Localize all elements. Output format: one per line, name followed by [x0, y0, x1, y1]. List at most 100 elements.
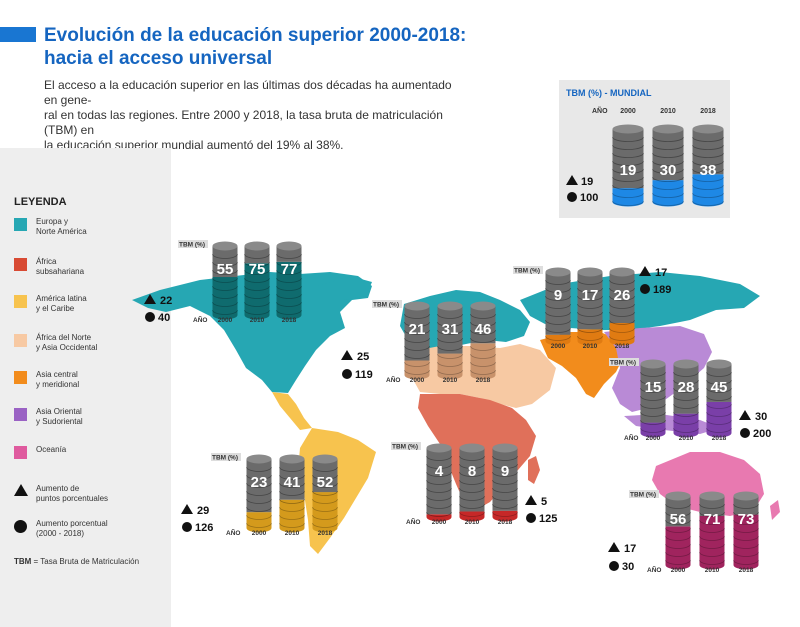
points-increase: 19: [581, 176, 593, 188]
cylinder-ring: [699, 559, 725, 565]
cylinder-ring: [276, 309, 302, 315]
value-label: 8: [468, 463, 476, 480]
cylinder-top: [492, 443, 518, 453]
cylinder-top: [212, 241, 238, 251]
cylinder-ring: [640, 403, 666, 409]
cylinder-ring: [437, 361, 463, 367]
cylinder-ring: [276, 269, 302, 275]
cylinder-ring: [279, 490, 305, 496]
footnote-text: = Tasa Bruta de Matriculación: [31, 557, 140, 566]
cylinder-fill: [244, 263, 270, 320]
value-label: 15: [645, 379, 662, 396]
legend-label-csasia: Asia central y meridional: [36, 370, 136, 390]
legend-text: puntos porcentuales: [36, 494, 109, 503]
cylinder-ring: [276, 277, 302, 283]
tbm-label-bg: [609, 358, 639, 366]
cylinder-top: [312, 454, 338, 464]
cylinder-fill: [612, 188, 644, 207]
world-cylinder-2018: [692, 124, 724, 207]
cylinder-top: [609, 267, 635, 277]
percent-increase: 126: [195, 522, 213, 534]
cylinder-ring: [652, 144, 684, 150]
cylinder-fill: [279, 499, 305, 533]
cylinder-ring: [673, 419, 699, 425]
cylinder-top: [246, 454, 272, 464]
cylinder-ring: [312, 506, 338, 512]
value-label: 9: [554, 287, 562, 304]
cylinder-2000: [246, 454, 272, 533]
cylinder-ring: [733, 551, 759, 557]
circle-icon: [342, 369, 352, 379]
cylinder-ring: [492, 479, 518, 485]
tbm-label-bg: [178, 240, 208, 248]
year-label: 2018: [318, 530, 333, 537]
cylinder-ring: [640, 395, 666, 401]
points-increase: 30: [755, 411, 767, 423]
cylinder-ring: [492, 455, 518, 461]
legend-text: Europa y: [36, 217, 69, 226]
value-label: 31: [442, 321, 459, 338]
cylinder-ring: [426, 495, 452, 501]
cylinder-empty: [640, 364, 666, 423]
world-chart: AÑO 19 2000 30 2010 38 2018 19 100: [566, 106, 724, 207]
cylinder-ring: [692, 192, 724, 198]
cylinder-ring: [673, 371, 699, 377]
cylinder-ring: [470, 329, 496, 335]
value-label: 46: [475, 321, 492, 338]
tbm-label: TBM (%): [372, 300, 402, 309]
year-axis-label: AÑO: [386, 375, 400, 384]
value-label: 19: [620, 162, 637, 179]
cylinder-ring: [312, 514, 338, 520]
cylinder-fill: [545, 334, 571, 346]
cylinder-fill: [665, 526, 691, 570]
cylinder-ring: [692, 144, 724, 150]
year-label: 2000: [252, 530, 267, 537]
cylinder-empty: [212, 246, 238, 278]
year-label: 2018: [615, 343, 630, 350]
cylinder-ring: [404, 321, 430, 327]
cylinder-ring: [404, 337, 430, 343]
cylinder-fill: [673, 413, 699, 438]
legend-label-mena: África del Norte y Asia Occidental: [36, 333, 136, 353]
cylinder-ring: [652, 168, 684, 174]
legend-text: y meridional: [36, 380, 80, 389]
cylinder-top: [640, 359, 666, 369]
legend-text: (2000 - 2018): [36, 529, 85, 538]
cylinder-ring: [577, 303, 603, 309]
cylinder-top: [470, 301, 496, 311]
cylinder-ring: [609, 303, 635, 309]
circle-icon: [609, 561, 619, 571]
points-increase: 25: [357, 351, 369, 363]
cylinder-ring: [609, 319, 635, 325]
year-label: 2010: [705, 567, 720, 574]
value-label: 23: [251, 474, 268, 491]
cylinder-ring: [470, 369, 496, 375]
year-label: 2018: [498, 519, 513, 526]
map-indonesia: [624, 414, 720, 434]
cylinder-top: [459, 443, 485, 453]
circle-icon: [640, 284, 650, 294]
cylinder-empty: [692, 129, 724, 175]
cylinder-2010: [437, 301, 463, 380]
value-label: 77: [281, 261, 298, 278]
cylinder-ring: [652, 160, 684, 166]
year-label: 2000: [410, 377, 425, 384]
cylinder-ring: [640, 387, 666, 393]
cylinder-empty: [244, 246, 270, 264]
cylinder-2000: [545, 267, 571, 346]
cylinder-top: [665, 491, 691, 501]
value-label: 75: [249, 261, 266, 278]
points-increase: 5: [541, 496, 547, 508]
map-greenland: [318, 276, 372, 300]
cylinder-ring: [612, 200, 644, 206]
cylinder-ring: [612, 136, 644, 142]
value-label: 4: [435, 463, 444, 480]
value-label: 71: [704, 511, 721, 528]
cylinder-2000: [212, 241, 238, 320]
cylinder-ring: [404, 329, 430, 335]
cylinder-ring: [459, 503, 485, 509]
cylinder-ring: [652, 152, 684, 158]
legend-text: Oceanía: [36, 445, 67, 454]
percent-increase: 119: [355, 369, 373, 381]
legend-item-oceania: Oceanía: [14, 445, 136, 459]
